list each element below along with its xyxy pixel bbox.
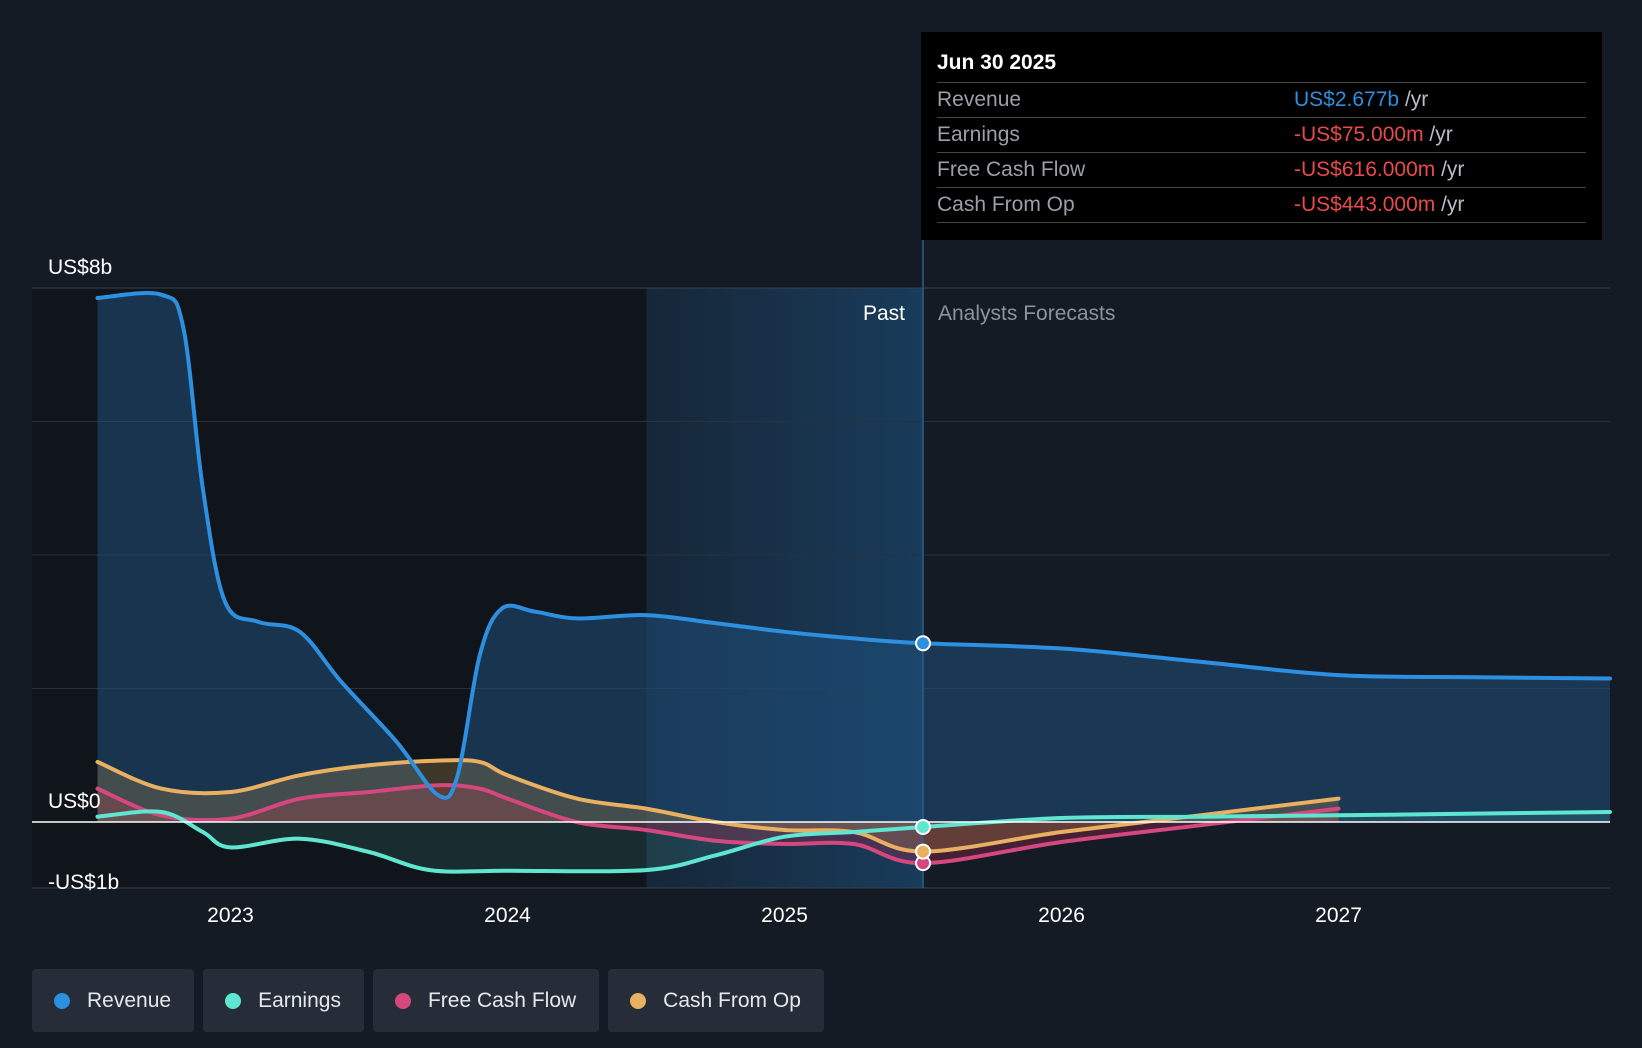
area-revenue <box>97 293 1610 823</box>
tooltip-value: -US$443.000m <box>1294 193 1436 216</box>
legend-label: Revenue <box>87 988 172 1012</box>
tooltip-row-earnings: Earnings -US$75.000m /yr <box>937 118 1586 153</box>
y-axis-labels: US$8b US$0 -US$1b <box>48 256 119 894</box>
tooltip-row-cash-from-op: Cash From Op -US$443.000m /yr <box>937 188 1586 223</box>
marker-earnings <box>915 819 932 836</box>
tooltip-label: Cash From Op <box>937 193 1075 216</box>
legend-item-free-cash-flow[interactable]: Free Cash Flow <box>372 969 600 1032</box>
legend-label: Free Cash Flow <box>427 988 577 1012</box>
y-tick-label: -US$1b <box>48 871 119 894</box>
line-earnings <box>95 809 1612 874</box>
legend-label: Cash From Op <box>663 988 801 1012</box>
past-label: Past <box>863 302 905 325</box>
line-cash-from-op <box>95 758 1341 854</box>
analysts-forecasts-label: Analysts Forecasts <box>938 302 1115 325</box>
y-tick-label: US$8b <box>48 256 112 279</box>
line-free-cash-flow <box>95 783 1341 866</box>
legend-item-cash-from-op[interactable]: Cash From Op <box>608 969 824 1032</box>
tooltip-unit: /yr <box>1441 193 1465 216</box>
x-tick-label: 2024 <box>484 904 531 927</box>
tooltip-unit: /yr <box>1429 123 1453 146</box>
tooltip-row-revenue: Revenue US$2.677b /yr <box>937 83 1586 118</box>
series-lines <box>32 291 1612 874</box>
legend-dot-icon <box>394 992 411 1009</box>
tooltip-value: -US$616.000m <box>1294 158 1436 181</box>
line-revenue <box>95 291 1612 800</box>
x-tick-label: 2027 <box>1315 904 1362 927</box>
marker-revenue <box>915 635 932 652</box>
x-tick-label: 2023 <box>207 904 254 927</box>
tooltip-value-wrap: -US$443.000m /yr <box>1294 188 1464 222</box>
legend-item-revenue[interactable]: Revenue <box>32 969 195 1032</box>
tooltip-label: Free Cash Flow <box>937 158 1086 181</box>
legend-dot-icon <box>54 992 70 1009</box>
legend-item-earnings[interactable]: Earnings <box>203 969 364 1032</box>
legend: Revenue Earnings Free Cash Flow Cash Fro… <box>32 969 824 1032</box>
tooltip-date: Jun 30 2025 <box>937 32 1586 83</box>
x-tick-label: 2025 <box>761 904 808 927</box>
tooltip-label: Revenue <box>937 88 1022 111</box>
tooltip-value: -US$75.000m <box>1294 123 1424 146</box>
tooltip-value-wrap: -US$616.000m /yr <box>1294 153 1464 187</box>
tooltip-value: US$2.677b <box>1294 88 1400 111</box>
tooltip-label: Earnings <box>937 123 1020 146</box>
tooltip-value-wrap: -US$75.000m /yr <box>1294 118 1453 152</box>
area-earnings <box>97 811 1610 872</box>
tooltip: Jun 30 2025 Revenue US$2.677b /yr Earnin… <box>921 32 1602 240</box>
tooltip-value-wrap: US$2.677b /yr <box>1294 83 1428 117</box>
y-tick-label: US$0 <box>48 790 101 813</box>
legend-dot-icon <box>630 992 647 1009</box>
tooltip-row-free-cash-flow: Free Cash Flow -US$616.000m /yr <box>937 153 1586 188</box>
tooltip-unit: /yr <box>1441 158 1465 181</box>
legend-label: Earnings <box>258 988 341 1012</box>
x-axis-labels: 2023 2024 2025 2026 2027 <box>207 904 1362 927</box>
x-tick-label: 2026 <box>1038 904 1085 927</box>
marker-cash-from-op <box>915 843 932 860</box>
tooltip-unit: /yr <box>1404 88 1429 111</box>
area-cash-from-op <box>97 760 1339 852</box>
hover-markers <box>915 635 932 872</box>
legend-dot-icon <box>225 992 242 1009</box>
